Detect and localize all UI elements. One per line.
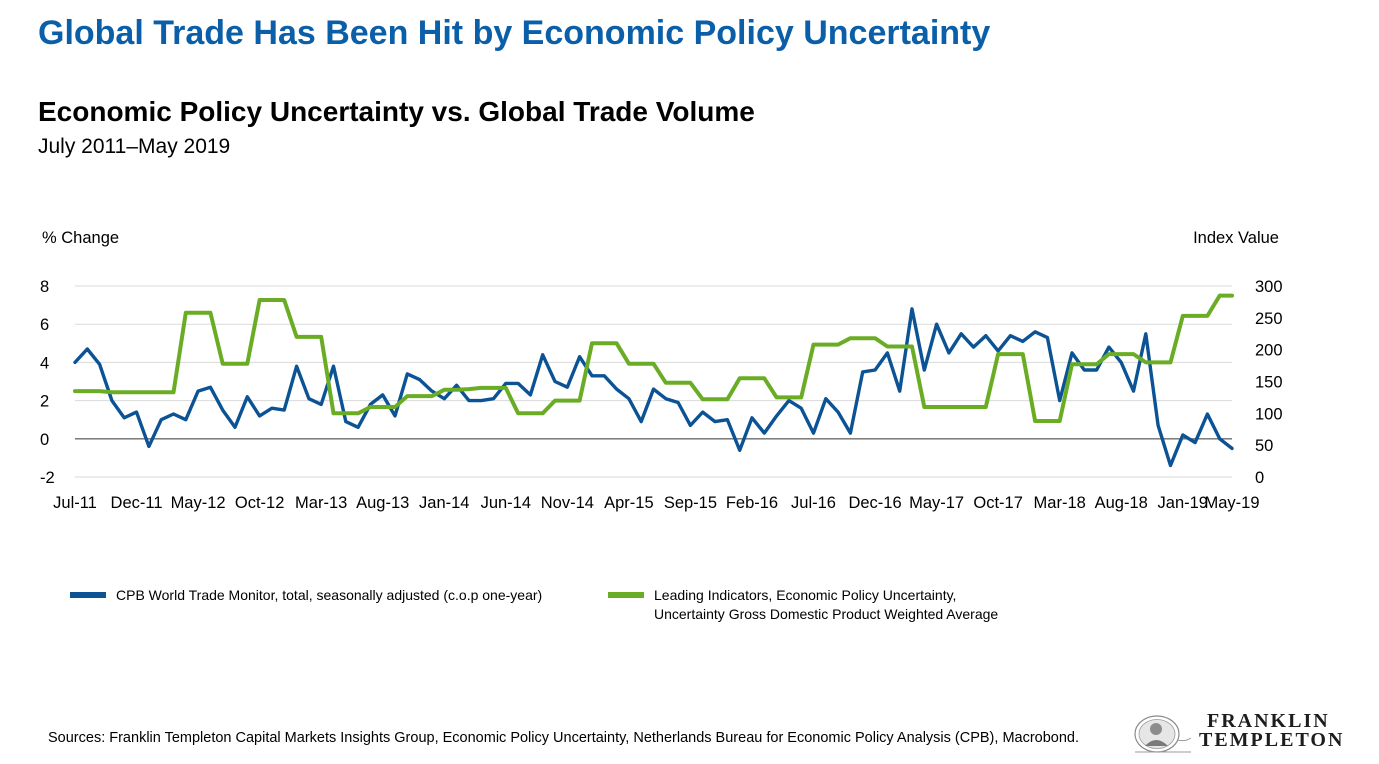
x-tick-label: Oct-12 [235,494,285,512]
y-right-axis-label: Index Value [1193,229,1279,247]
x-tick-label: Mar-18 [1034,494,1086,512]
legend-item-trade: CPB World Trade Monitor, total, seasonal… [70,586,542,605]
chart-title: Economic Policy Uncertainty vs. Global T… [38,96,755,127]
x-tick-label: Aug-18 [1095,494,1148,512]
y-left-tick-label: 2 [40,393,49,411]
y-right-tick-label: 300 [1255,278,1283,296]
y-left-tick-label: 6 [40,316,49,334]
x-tick-label: Dec-11 [111,494,163,512]
franklin-templeton-logo: FRANKLIN TEMPLETON [1133,710,1363,756]
sources-note: Sources: Franklin Templeton Capital Mark… [48,730,1080,746]
y-left-axis-label: % Change [42,229,119,247]
x-tick-label: Aug-13 [356,494,409,512]
x-tick-label: Jul-16 [791,494,836,512]
legend-label-uncertainty-line1: Leading Indicators, Economic Policy Unce… [654,587,957,603]
legend-swatch-trade [70,592,106,598]
legend-label-uncertainty-line2: Uncertainty Gross Domestic Product Weigh… [654,606,999,622]
x-ticks: Jul-11 Dec-11 May-12 Oct-12 Mar-13 Aug-13 Jan-… [53,494,1259,512]
x-tick-label: Jun-14 [481,494,531,512]
y-left-tick-label: 0 [40,431,49,449]
x-tick-label: Sep-15 [664,494,717,512]
x-tick-label: Nov-14 [541,494,594,512]
y-left-tick-label: -2 [40,469,55,487]
legend-label-uncertainty: Leading Indicators, Economic Policy Unce… [654,586,998,624]
x-tick-label: Apr-15 [604,494,654,512]
x-tick-label: Oct-17 [973,494,1023,512]
y-right-tick-label: 0 [1255,469,1264,487]
grid-lines [75,285,1232,478]
x-tick-label: Jul-11 [53,494,97,512]
legend-label-trade: CPB World Trade Monitor, total, seasonal… [116,587,543,603]
y-left-ticks: -2 0 2 4 6 8 [40,278,55,487]
chart-subtitle: July 2011–May 2019 [38,135,231,158]
y-left-tick-label: 4 [40,354,49,372]
logo-line-2: TEMPLETON [1199,729,1345,751]
y-right-tick-label: 200 [1255,342,1283,360]
x-tick-label: May-19 [1204,494,1259,512]
logo-wordmark: FRANKLIN TEMPLETON [1199,710,1345,751]
series-line-trade-monitor [73,307,1234,468]
x-tick-label: May-17 [909,494,964,512]
legend-swatch-uncertainty [608,592,644,598]
y-right-tick-label: 250 [1255,310,1283,328]
y-right-tick-label: 50 [1255,437,1273,455]
y-left-tick-label: 8 [40,278,49,296]
x-tick-label: Mar-13 [295,494,347,512]
y-right-ticks: 0 50 100 150 200 250 300 [1255,278,1283,487]
legend-item-uncertainty: Leading Indicators, Economic Policy Unce… [608,586,998,624]
x-tick-label: Feb-16 [726,494,778,512]
series-lines [73,293,1234,468]
page-title: Global Trade Has Been Hit by Economic Po… [38,14,991,52]
series-line-policy-uncertainty [73,293,1234,423]
x-tick-label: Jan-19 [1158,494,1208,512]
y-right-tick-label: 150 [1255,374,1283,392]
x-tick-label: Jan-14 [419,494,469,512]
logo-line-1: FRANKLIN [1207,710,1330,732]
y-right-tick-label: 100 [1255,405,1283,423]
x-tick-label: May-12 [171,494,226,512]
x-tick-label: Dec-16 [848,494,901,512]
portrait-medallion-icon [1134,715,1192,753]
